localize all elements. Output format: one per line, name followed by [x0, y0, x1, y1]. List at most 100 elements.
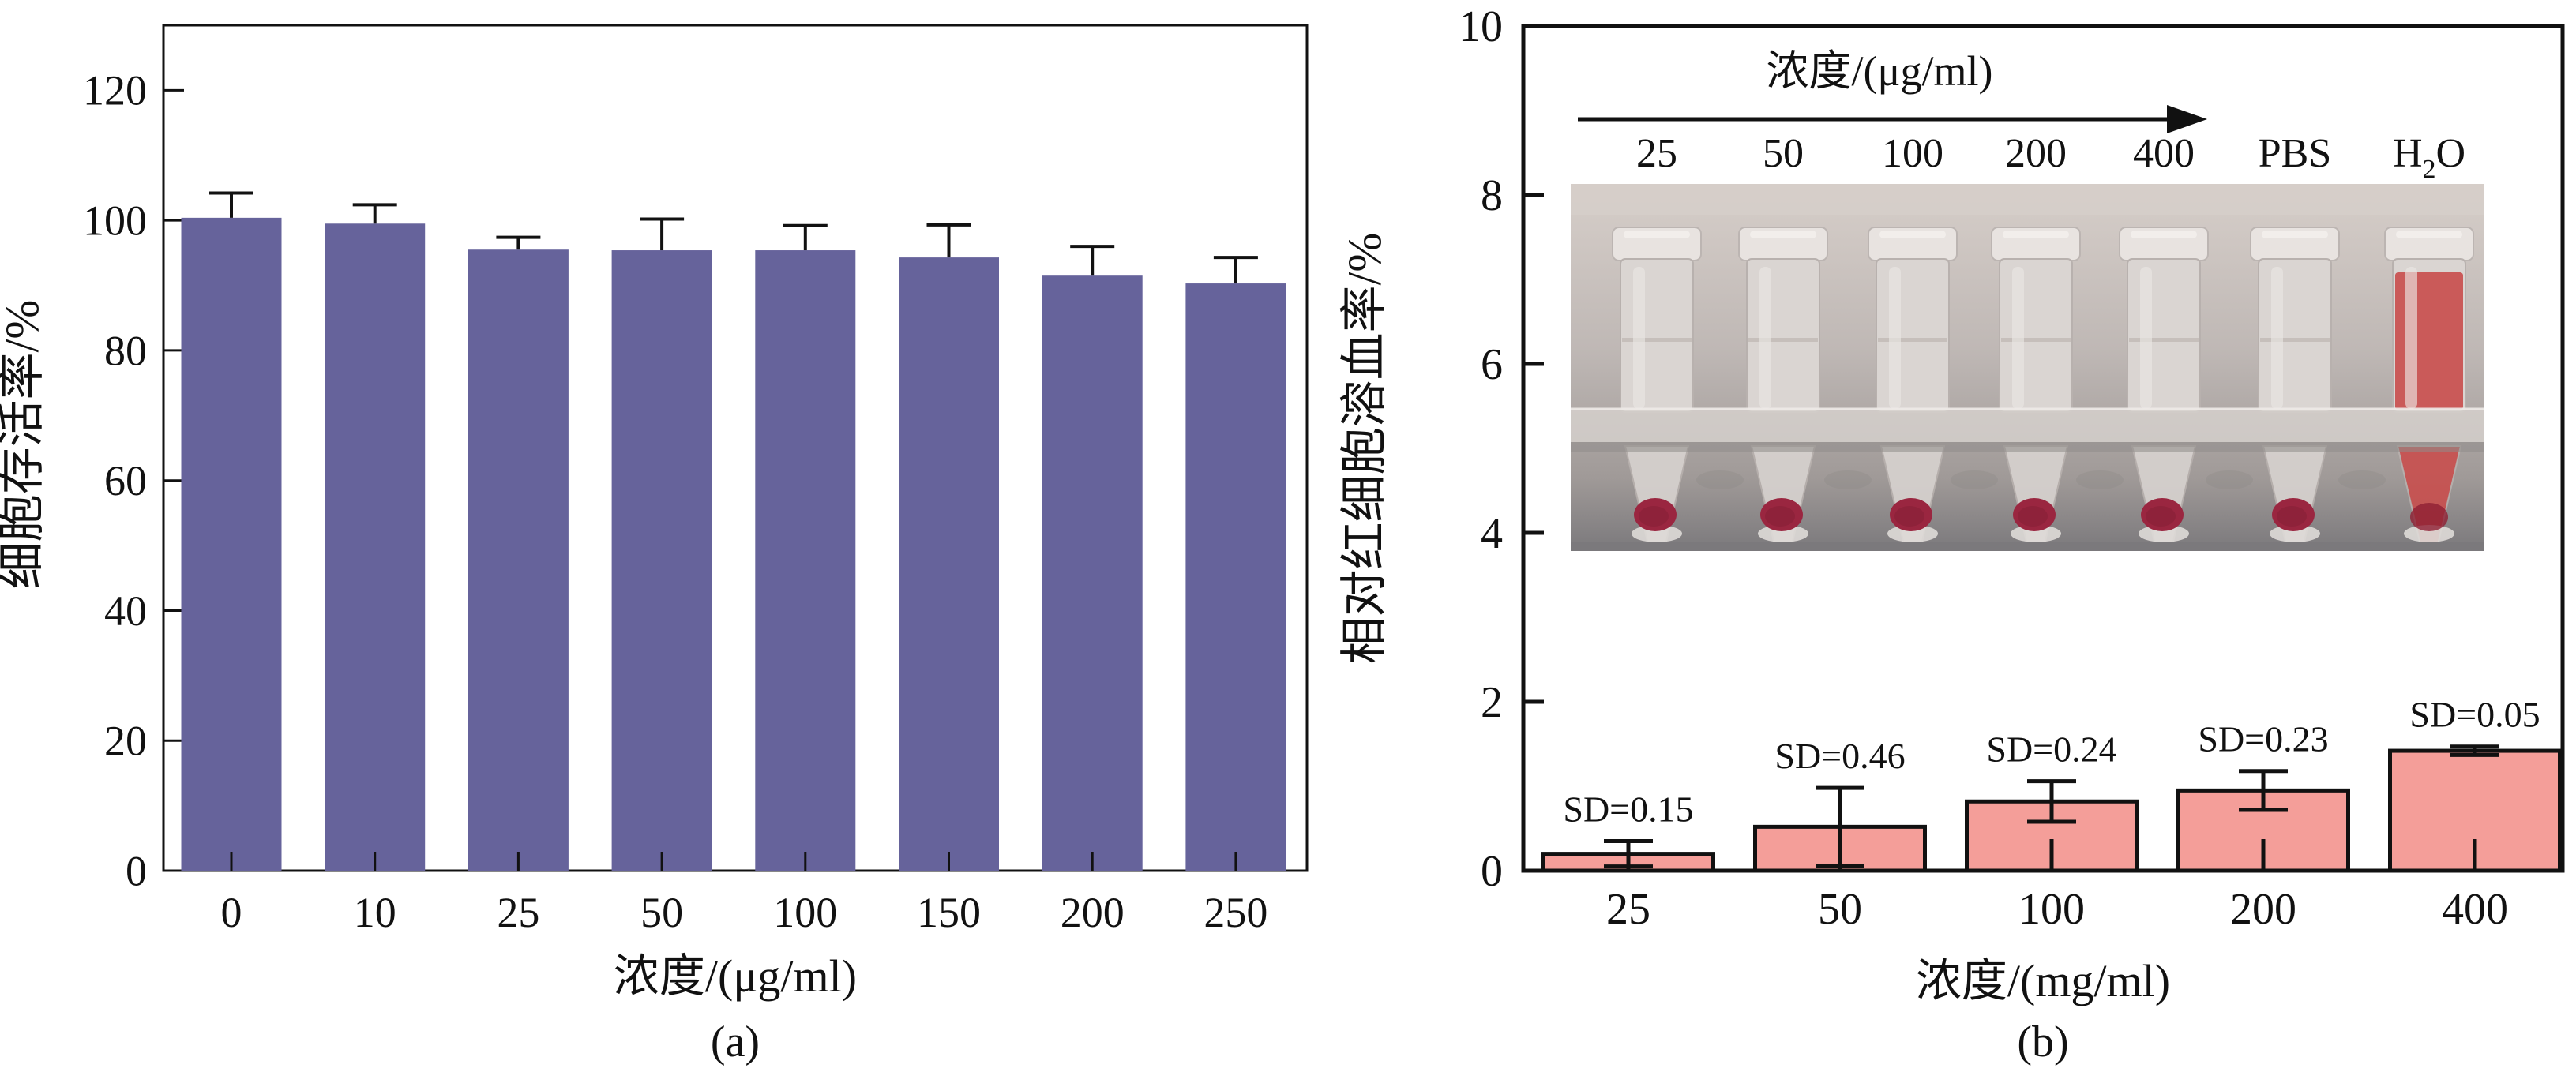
well-shadow — [2076, 470, 2124, 489]
rack-band — [1571, 409, 2484, 442]
y-axis-title: 细胞存活率/% — [0, 300, 48, 590]
y-tick-label: 80 — [104, 327, 147, 374]
tube-liquid-line — [2129, 338, 2199, 342]
tube-body — [1620, 258, 1694, 413]
tube-25 — [1612, 227, 1702, 545]
x-tick-label: 200 — [2230, 885, 2296, 934]
tube-body-highlight — [1889, 267, 1901, 409]
y-tick-label: 8 — [1481, 171, 1503, 220]
y-tick-label: 0 — [1481, 847, 1503, 896]
x-tick-label: 0 — [221, 889, 242, 936]
x-tick-label: 50 — [640, 889, 683, 936]
chart-a: 0 20 40 60 80 100 120 0 10 25 50 100 150 200 250 细胞存活率/… — [0, 24, 1309, 1002]
tube-cap-highlight — [1750, 231, 1816, 238]
inset-arrow-head — [2167, 105, 2207, 133]
x-tick-label: 10 — [354, 889, 396, 936]
y-tick-label: 2 — [1481, 678, 1503, 727]
photo-top-band — [1571, 184, 2484, 215]
tube-body-highlight — [1633, 267, 1645, 409]
tube-red-liquid — [2395, 272, 2463, 410]
rbc-pellet-shade — [1639, 506, 1669, 527]
y-tick-label: 100 — [83, 197, 147, 245]
sd-annotation: SD=0.15 — [1563, 789, 1693, 830]
tube-liquid-line — [2260, 338, 2330, 342]
x-tick-label: 100 — [773, 889, 837, 936]
x-axis-title: 浓度/(mg/ml) — [1916, 955, 2170, 1006]
bar — [755, 250, 856, 871]
tube-H2O — [2384, 227, 2474, 545]
y-tick-label: 0 — [126, 847, 147, 894]
tube-liquid-line — [2001, 338, 2071, 342]
x-tick-label: 100 — [2018, 885, 2085, 934]
y-tick-label: 120 — [83, 67, 147, 114]
tube-body — [1999, 258, 2073, 413]
tube-body-highlight — [2140, 267, 2152, 409]
inset-label: PBS — [2259, 131, 2332, 176]
tube-liquid-line — [1748, 338, 1818, 342]
x-axis-title: 浓度/(μg/ml) — [614, 950, 857, 1002]
well-shadow — [2338, 470, 2386, 489]
x-tick-label: 200 — [1061, 889, 1125, 936]
tube-cap-highlight — [2003, 231, 2069, 238]
hemolyzed-bottom — [2410, 503, 2448, 531]
bar — [899, 257, 999, 871]
rbc-pellet-shade — [2146, 506, 2176, 527]
inset-photo-group: 浓度/(μg/ml) 25 50 100 200 400 PBS H2O — [1571, 47, 2484, 551]
bar — [181, 217, 282, 871]
inset-title: 浓度/(μg/ml) — [1767, 47, 1993, 95]
tube-cap-highlight — [2131, 231, 2197, 238]
y-tick-label: 4 — [1481, 509, 1503, 558]
well-shadow — [2206, 470, 2253, 489]
sd-annotation: SD=0.05 — [2409, 695, 2540, 735]
y-tick-label: 6 — [1481, 340, 1503, 389]
rbc-pellet-shade — [2018, 506, 2048, 527]
tube-liquid-line — [1622, 338, 1692, 342]
inset-label: 200 — [2005, 131, 2067, 176]
caption-b: (b) — [2017, 1018, 2069, 1066]
y-axis-title: 相对红细胞溶血率/% — [1339, 233, 1391, 665]
x-tick-label: 25 — [497, 889, 539, 936]
tube-base-ring — [1887, 525, 1938, 542]
tube-base-ring — [2270, 525, 2320, 542]
well-shadow — [1824, 470, 1872, 489]
tube-body-highlight — [1759, 267, 1771, 409]
x-tick-label: 50 — [1818, 885, 1862, 934]
y-tick-label: 40 — [104, 587, 147, 635]
sd-annotation: SD=0.23 — [2198, 719, 2328, 759]
plot-frame — [162, 24, 1309, 872]
y-tick-label: 60 — [104, 457, 147, 504]
tube-liquid-line — [1878, 338, 1947, 342]
inset-label: 25 — [1636, 131, 1677, 176]
x-tick-label: 400 — [2442, 885, 2508, 934]
bar — [468, 249, 569, 871]
y-tick-label: 10 — [1459, 2, 1503, 51]
tube-cap-highlight — [2262, 231, 2328, 238]
x-tick-label: 250 — [1204, 889, 1267, 936]
tube-base-ring — [2404, 525, 2454, 542]
tube-body — [2258, 258, 2332, 413]
rbc-pellet-shade — [1894, 506, 1924, 527]
tube-base-ring — [2011, 525, 2061, 542]
tube-50 — [1738, 227, 1828, 545]
well-shadow — [1951, 470, 1998, 489]
sd-annotation: SD=0.24 — [1986, 729, 2116, 770]
tube-base-ring — [1632, 525, 1682, 542]
inset-label: 100 — [1882, 131, 1943, 176]
tube-body — [2127, 258, 2201, 413]
bar — [1042, 275, 1143, 871]
tube-200 — [1991, 227, 2081, 545]
inset-label-h2o: H2O — [2393, 131, 2465, 184]
rbc-pellet-shade — [2277, 506, 2307, 527]
inset-label: 50 — [1763, 131, 1804, 176]
bar — [1185, 283, 1286, 871]
tube-body — [1876, 258, 1950, 413]
tube-base-ring — [1758, 525, 1808, 542]
tube-body-highlight — [2012, 267, 2024, 409]
tube-base-ring — [2139, 525, 2189, 542]
tube-body-highlight — [2405, 267, 2417, 409]
y-tick-label: 20 — [104, 718, 147, 765]
caption-a: (a) — [710, 1018, 760, 1066]
bar — [611, 250, 712, 871]
tube-cap-highlight — [1624, 231, 1690, 238]
